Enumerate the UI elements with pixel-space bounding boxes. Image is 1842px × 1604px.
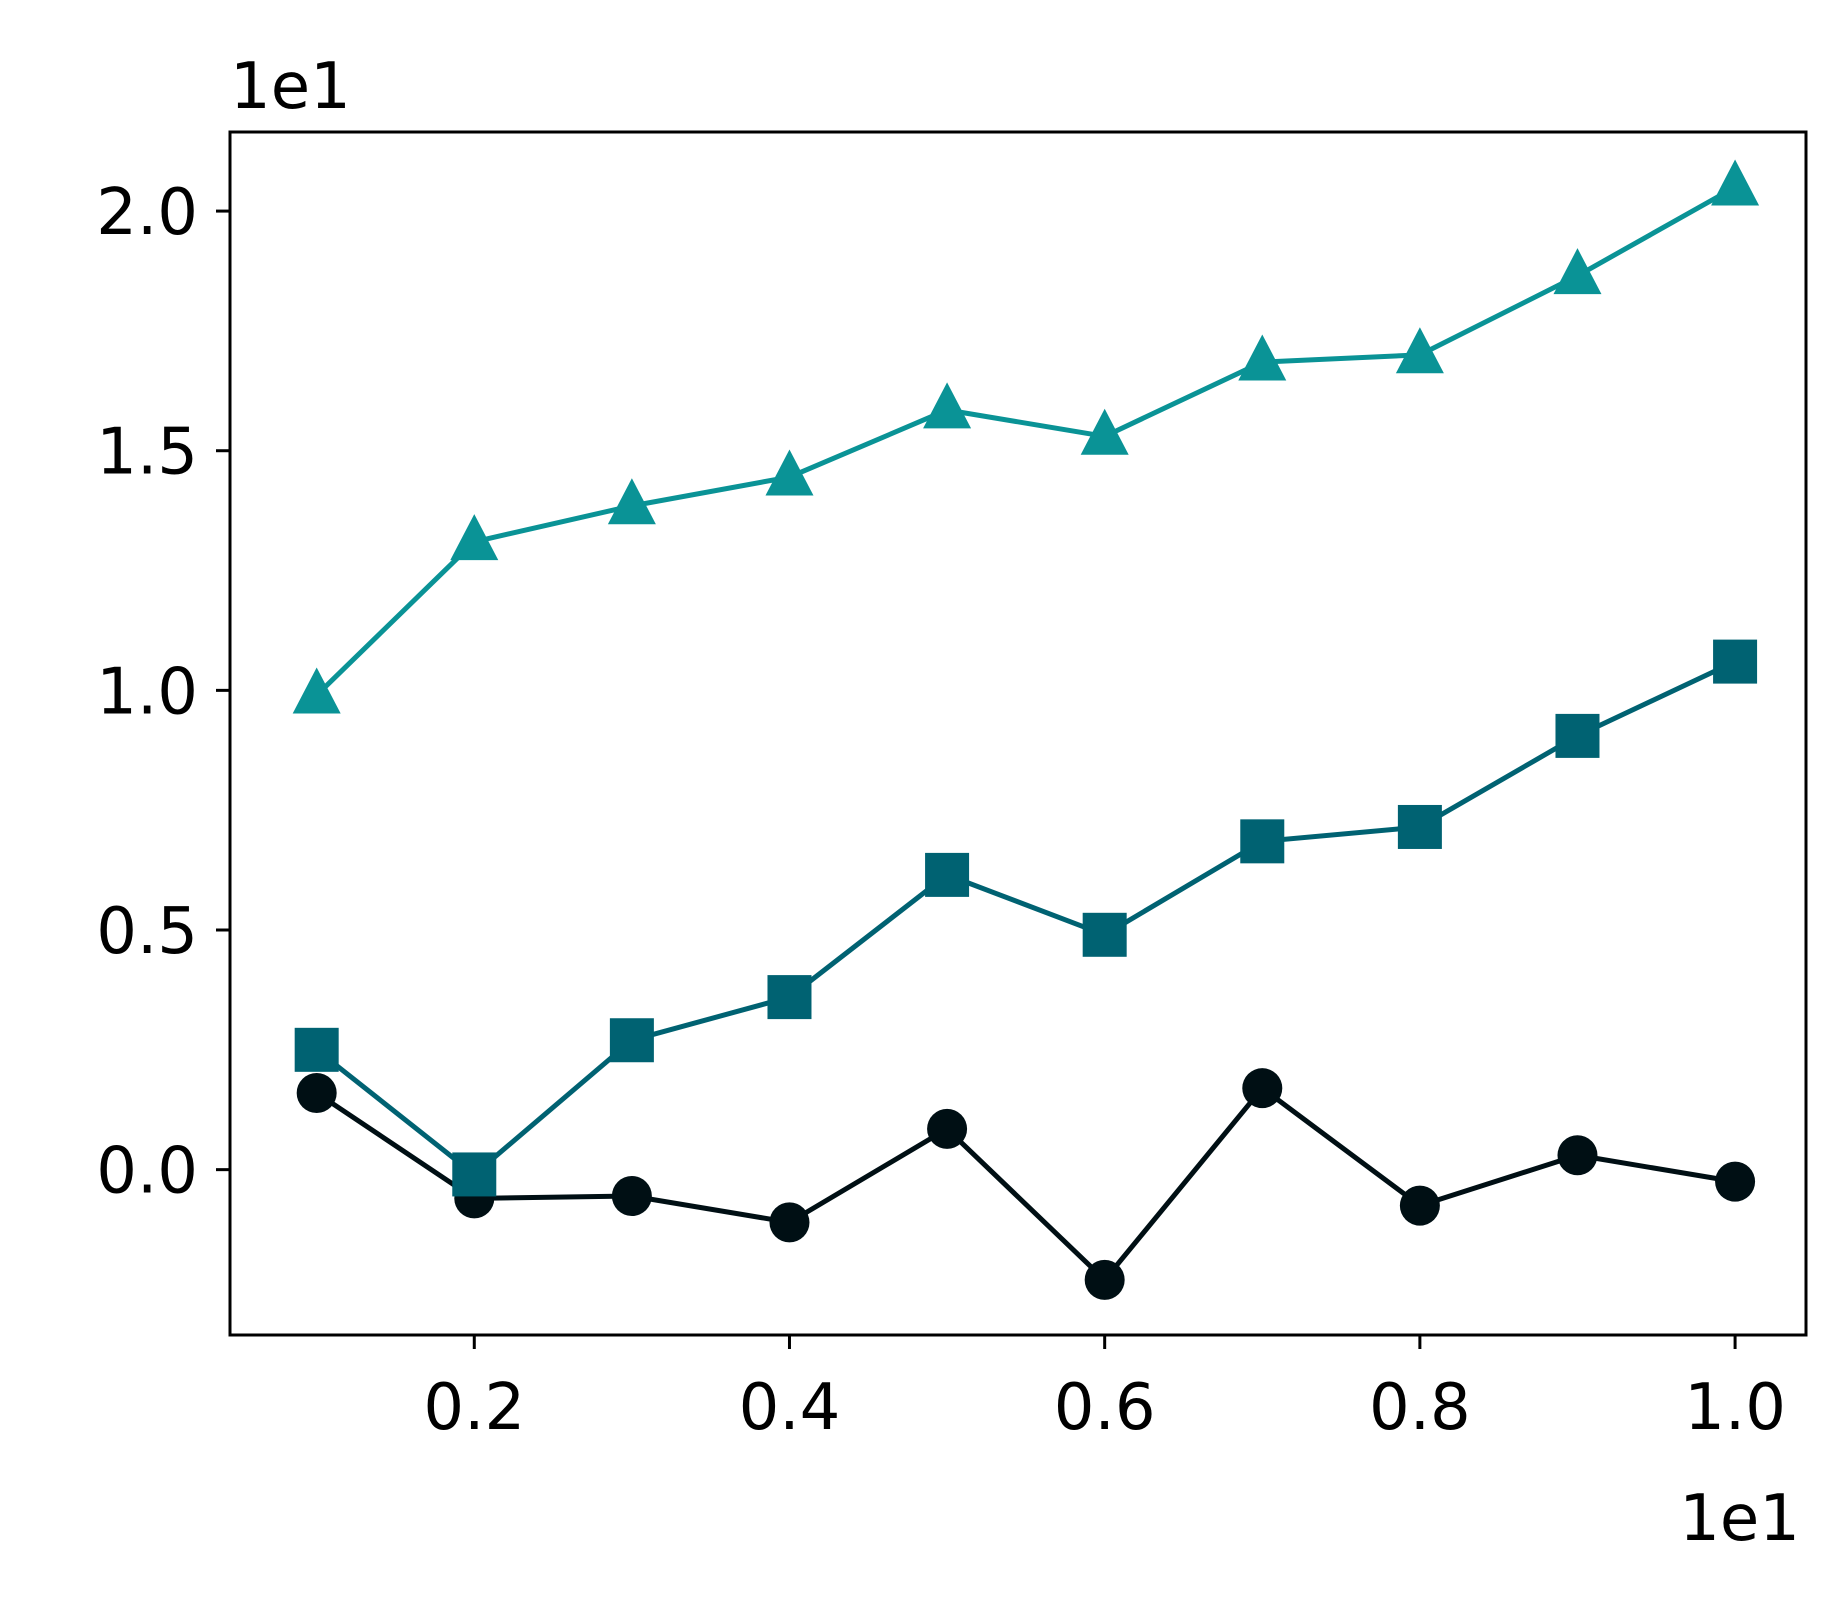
data-point <box>296 1072 337 1113</box>
data-point <box>1080 408 1129 455</box>
x-axis: 0.2 0.4 0.6 0.8 1.0 <box>423 1335 1786 1445</box>
data-point <box>611 1176 652 1217</box>
data-point <box>1397 804 1442 849</box>
data-point <box>1713 639 1758 684</box>
data-point <box>767 975 812 1020</box>
series-line <box>314 184 1737 697</box>
y-tick-label: 1.0 <box>96 655 198 729</box>
data-point <box>1240 819 1285 864</box>
x-tick-label: 1.0 <box>1684 1371 1786 1445</box>
y-axis-offset-label: 1e1 <box>230 50 351 124</box>
x-tick-label: 0.8 <box>1369 1371 1471 1445</box>
data-point <box>1715 1161 1756 1202</box>
data-point <box>294 1027 339 1072</box>
x-tick-label: 0.6 <box>1054 1371 1156 1445</box>
data-point <box>1399 1185 1440 1226</box>
data-point <box>1084 1259 1125 1300</box>
x-axis-offset-label: 1e1 <box>1679 1482 1800 1556</box>
y-tick-label: 0.0 <box>96 1135 198 1209</box>
data-point <box>923 382 972 429</box>
y-tick-label: 2.0 <box>96 176 198 250</box>
data-point <box>925 852 970 897</box>
data-point <box>1242 1068 1283 1109</box>
data-point <box>769 1202 810 1243</box>
data-point <box>1553 248 1602 295</box>
data-point <box>292 667 341 714</box>
x-tick-label: 0.2 <box>423 1371 525 1445</box>
series-3 <box>292 159 1760 714</box>
y-axis: 0.0 0.5 1.0 1.5 2.0 <box>96 176 230 1209</box>
data-point <box>452 1152 497 1197</box>
y-tick-label: 1.5 <box>96 416 198 490</box>
series-line <box>315 1085 1736 1283</box>
data-point <box>1238 334 1287 381</box>
data-point <box>927 1108 968 1149</box>
series-line <box>315 659 1737 1177</box>
series-layer <box>292 159 1760 1300</box>
data-point <box>1711 159 1760 206</box>
data-point <box>765 449 814 496</box>
y-tick-label: 0.5 <box>96 895 198 969</box>
data-point <box>607 478 656 525</box>
data-point <box>1557 1135 1598 1176</box>
x-tick-label: 0.4 <box>739 1371 841 1445</box>
series-2 <box>294 639 1758 1197</box>
data-point <box>609 1018 654 1063</box>
series-1 <box>296 1068 1756 1300</box>
data-point <box>1082 912 1127 957</box>
data-point <box>1555 713 1600 758</box>
plot-frame <box>228 130 1808 1337</box>
data-point <box>1395 327 1444 374</box>
data-point <box>450 514 499 561</box>
